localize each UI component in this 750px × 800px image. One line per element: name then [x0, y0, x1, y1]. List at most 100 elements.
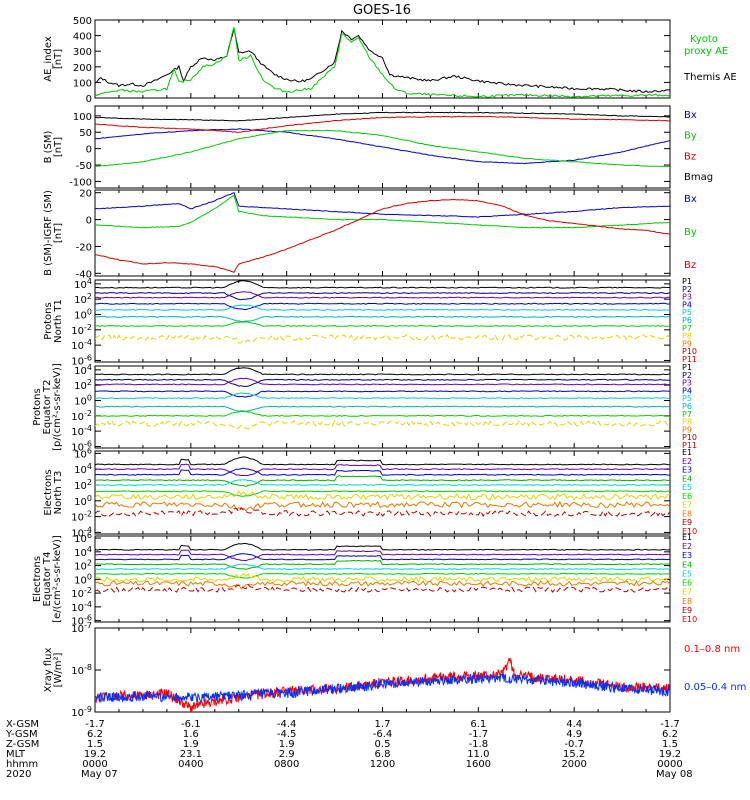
y-tick-label: 106: [74, 446, 92, 460]
ephemeris-value: -0.7: [564, 739, 584, 750]
ephemeris-value: 19.2: [659, 749, 681, 760]
channel-label: P6: [682, 402, 692, 411]
channel-P8: [95, 333, 670, 344]
y-axis-label: [nT]: [53, 137, 64, 157]
y-tick-label: 10-8: [71, 663, 92, 677]
legend-entry: 0.1–0.8 nm: [684, 644, 740, 655]
series-line: [95, 111, 670, 122]
channel-label: P2: [682, 371, 692, 380]
channel-label: E4: [682, 560, 692, 569]
channel-E5: [95, 479, 670, 486]
legend-entry: Bz: [684, 260, 696, 271]
channel-label: P7: [682, 324, 692, 333]
ephemeris-value: 1.9: [183, 739, 199, 750]
channel-P3: [95, 377, 670, 386]
channel-P5: [95, 304, 670, 311]
y-tick-label: 300: [73, 47, 92, 58]
channel-label: E6: [682, 492, 692, 501]
y-tick-label: 200: [73, 63, 92, 74]
series-line: [95, 194, 670, 229]
ephemeris-value: -4.4: [277, 719, 297, 730]
series-line: [95, 28, 670, 93]
ephemeris-row-label: hhmm: [6, 759, 38, 770]
series-group: [95, 111, 670, 168]
channel-label: E5: [682, 569, 692, 578]
ephemeris-value: 6.2: [87, 729, 103, 740]
y-tick-label: 102: [74, 559, 92, 573]
channel-E7: [95, 490, 670, 501]
y-tick-label: 106: [74, 531, 92, 545]
panel-xray: 10-7 10-8 10-9 Xray flux [W/m²] 0.1–0.8 nm 0.0…: [43, 621, 746, 719]
ephemeris-value: 15.2: [563, 749, 585, 760]
ephemeris-value: 23.1: [180, 749, 202, 760]
y-tick-label: 104: [74, 545, 92, 559]
y-tick-label: 100: [73, 78, 92, 89]
ephemeris-value: 0800: [274, 759, 299, 770]
y-tick-label: -20: [76, 242, 92, 253]
channel-label: E7: [682, 588, 692, 597]
channel-label: P10: [682, 433, 697, 442]
ephemeris-value: -4.5: [277, 729, 297, 740]
y-tick-label: 10-7: [71, 621, 92, 635]
channel-P3: [95, 291, 670, 299]
channel-P6: [95, 315, 670, 323]
date-start: May 07: [81, 769, 118, 780]
series-group: [95, 543, 670, 593]
y-tick-label: 100: [74, 572, 92, 586]
y-tick-label: 10-4: [71, 338, 92, 352]
series-group: [95, 456, 670, 518]
y-tick-label: -100: [69, 177, 92, 188]
channel-E9: [95, 506, 670, 518]
channel-label: E2: [682, 457, 692, 466]
channel-label: P7: [682, 410, 692, 419]
y-tick-label: 500: [73, 16, 92, 27]
ephemeris-value: -1.8: [469, 739, 489, 750]
ephemeris-value: -1.7: [660, 719, 680, 730]
y-tick-label: 10-9: [71, 705, 92, 719]
channel-label: P6: [682, 316, 692, 325]
channel-P8: [95, 419, 670, 430]
channel-E4: [95, 475, 670, 487]
y-tick-label: 102: [74, 292, 92, 306]
ephemeris-value: 2.9: [279, 749, 295, 760]
y-tick-label: 102: [74, 478, 92, 492]
y-axis-label: North T1: [53, 299, 64, 343]
ephemeris-value: 0000: [657, 759, 682, 770]
y-tick-label: 10-4: [71, 424, 92, 438]
ephemeris-value: 11.0: [467, 749, 489, 760]
ephemeris-row-label: X-GSM: [6, 719, 39, 730]
y-axis-label: [W/m²]: [53, 652, 64, 687]
y-tick-label: 104: [74, 277, 92, 291]
plot-title: GOES-16: [353, 3, 411, 18]
ephemeris-value: 1600: [466, 759, 491, 770]
channel-label: P11: [682, 441, 697, 450]
ephemeris-value: -1.7: [469, 729, 489, 740]
channel-P7: [95, 321, 670, 327]
y-axis-label: Equator T4: [42, 552, 53, 607]
channel-P7: [95, 410, 670, 417]
channel-label: P11: [682, 355, 697, 364]
ephemeris-value: 1.9: [279, 739, 295, 750]
channel-P5: [95, 392, 670, 400]
series-line: [95, 198, 670, 273]
channel-P6: [95, 405, 670, 412]
channel-label: P9: [682, 339, 692, 348]
channel-E8: [95, 500, 670, 512]
series-group: [95, 191, 670, 273]
channel-label: P3: [682, 379, 692, 388]
channel-E6: [95, 572, 670, 579]
series-line: [95, 657, 670, 712]
y-tick-label: 104: [74, 363, 92, 377]
y-tick-label: 20: [79, 189, 92, 200]
ephemeris-value: 4.4: [566, 719, 582, 730]
channel-P1: [95, 367, 670, 376]
y-tick-label: 0: [86, 145, 92, 156]
channel-label: P9: [682, 425, 692, 434]
ephemeris-value: 1.7: [375, 719, 391, 730]
y-tick-label: 400: [73, 32, 92, 43]
channel-E3: [95, 467, 670, 476]
ephemeris-row-label: Y-GSM: [5, 729, 38, 740]
